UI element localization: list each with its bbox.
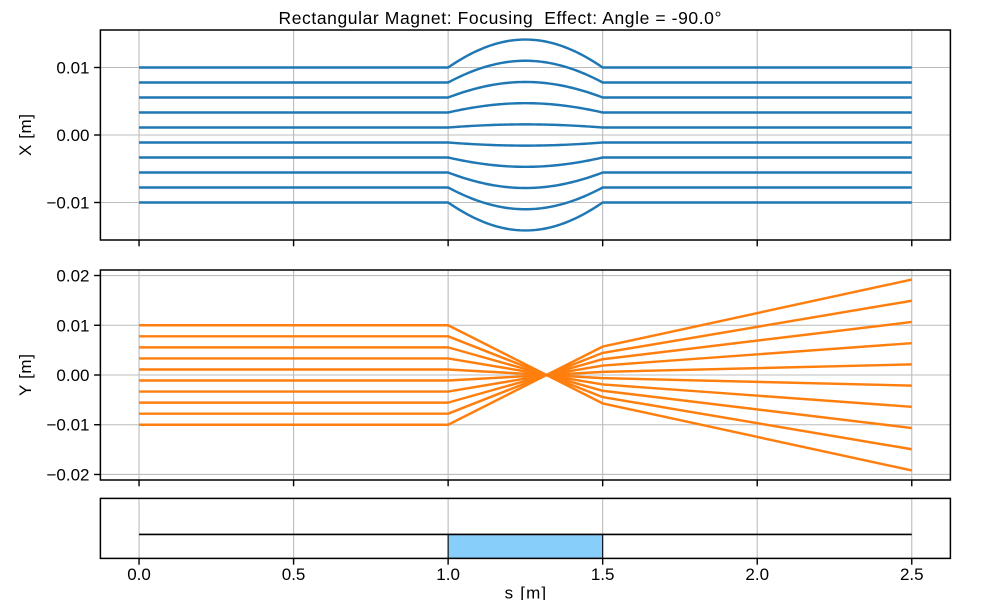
svg-text:Y [m]: Y [m] xyxy=(16,354,35,396)
svg-text:Rectangular Magnet: Focusing: Rectangular Magnet: Focusing Effect: Ang… xyxy=(279,8,722,28)
svg-text:0.00: 0.00 xyxy=(56,366,89,385)
svg-text:0.5: 0.5 xyxy=(282,565,306,584)
svg-text:−0.01: −0.01 xyxy=(46,194,89,213)
svg-text:−0.02: −0.02 xyxy=(46,465,89,484)
svg-text:s [m]: s [m] xyxy=(505,584,547,600)
svg-text:0.01: 0.01 xyxy=(56,59,89,78)
svg-text:2.5: 2.5 xyxy=(900,565,924,584)
svg-text:0.0: 0.0 xyxy=(127,565,151,584)
svg-text:1.5: 1.5 xyxy=(591,565,615,584)
svg-text:0.02: 0.02 xyxy=(56,267,89,286)
svg-text:2.0: 2.0 xyxy=(745,565,769,584)
svg-text:1.0: 1.0 xyxy=(436,565,460,584)
svg-text:0.00: 0.00 xyxy=(56,126,89,145)
svg-text:−0.01: −0.01 xyxy=(46,416,89,435)
svg-text:0.01: 0.01 xyxy=(56,316,89,335)
svg-text:X [m]: X [m] xyxy=(16,114,35,156)
